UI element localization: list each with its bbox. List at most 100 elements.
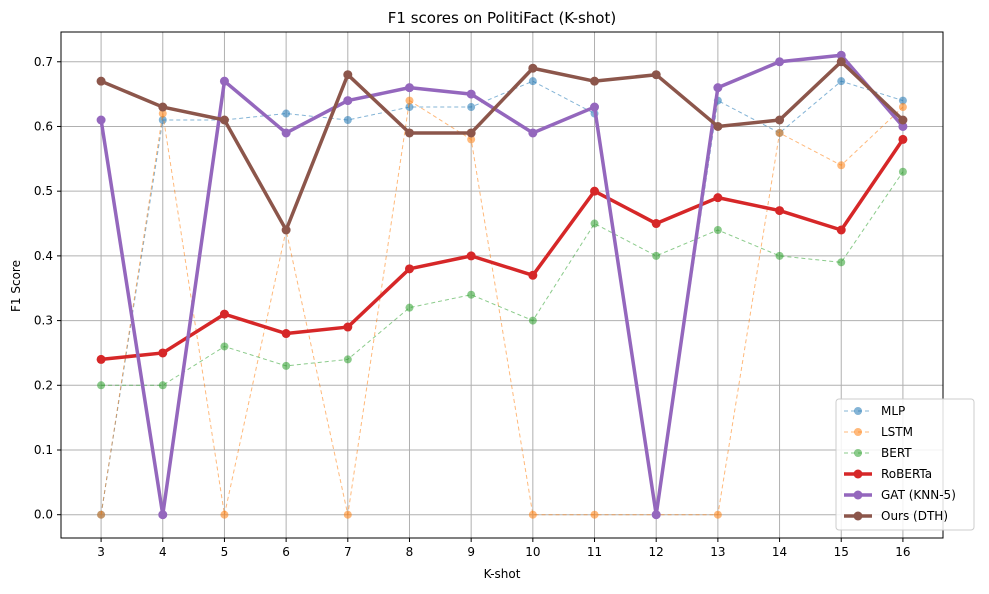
data-point — [281, 225, 291, 235]
y-tick-label: 0.2 — [34, 378, 53, 392]
data-point — [97, 510, 106, 519]
data-point — [651, 219, 661, 229]
data-point — [97, 381, 106, 390]
grid — [61, 32, 943, 538]
legend-marker — [854, 428, 862, 436]
data-point — [837, 258, 846, 267]
data-point — [281, 329, 291, 339]
legend-marker — [853, 511, 863, 521]
data-point — [836, 50, 846, 60]
data-point — [158, 116, 167, 124]
x-axis-label: K-shot — [484, 567, 521, 581]
data-point — [528, 270, 538, 280]
x-axis-ticks: 3 4 5 6 7 8 9 10 11 12 13 14 15 16 — [97, 538, 911, 559]
x-tick-label: 15 — [834, 545, 849, 559]
data-point — [898, 167, 907, 176]
data-point — [158, 102, 168, 112]
data-point — [528, 63, 538, 73]
data-point — [652, 251, 661, 260]
data-point — [651, 510, 661, 520]
x-tick-label: 16 — [895, 545, 910, 559]
data-point — [404, 83, 414, 93]
x-tick-label: 4 — [159, 545, 167, 559]
data-point — [467, 103, 476, 112]
data-point — [404, 264, 414, 274]
data-point — [651, 70, 661, 80]
legend-marker — [853, 490, 863, 500]
series-0 — [97, 77, 907, 519]
data-point — [898, 134, 908, 144]
data-point — [343, 96, 353, 106]
data-point — [219, 76, 229, 86]
x-tick-label: 14 — [772, 545, 787, 559]
data-point — [898, 103, 907, 112]
data-point — [405, 96, 414, 105]
data-point — [219, 309, 229, 319]
data-point — [158, 381, 167, 390]
data-point — [466, 128, 476, 138]
data-point — [282, 109, 291, 118]
data-point — [775, 57, 785, 67]
series-line — [99, 53, 905, 517]
data-point — [467, 135, 476, 144]
data-point — [467, 290, 476, 299]
series-4 — [96, 50, 908, 520]
data-point — [343, 70, 353, 80]
plot-frame — [60, 31, 944, 539]
data-point — [528, 77, 537, 86]
data-point — [898, 96, 907, 105]
legend-label: GAT (KNN-5) — [881, 488, 956, 502]
legend-label: LSTM — [881, 425, 913, 439]
data-point — [466, 89, 476, 99]
data-point — [158, 109, 167, 118]
data-point — [281, 128, 291, 138]
data-point — [528, 316, 537, 325]
y-tick-label: 0.6 — [34, 119, 53, 133]
legend: MLP LSTM BERT RoBERTa GAT (KNN-5) Ours (DTH) — [835, 398, 975, 531]
legend-label: RoBERTa — [881, 467, 932, 481]
y-tick-label: 0.7 — [34, 55, 53, 69]
data-point — [405, 303, 414, 312]
x-tick-label: 3 — [97, 545, 105, 559]
data-point — [343, 116, 352, 124]
y-tick-label: 0.0 — [34, 508, 53, 522]
data-point — [775, 251, 784, 260]
x-tick-label: 7 — [344, 545, 352, 559]
data-point — [528, 128, 538, 138]
data-point — [96, 115, 106, 125]
legend-label: BERT — [881, 446, 912, 460]
data-point — [405, 103, 414, 112]
data-point — [466, 251, 476, 261]
data-point — [590, 102, 600, 112]
data-point — [219, 115, 229, 125]
data-point — [775, 128, 784, 137]
data-point — [898, 115, 908, 125]
y-axis-label: F1 Score — [9, 260, 23, 312]
data-point — [837, 161, 846, 170]
y-tick-label: 0.3 — [34, 314, 53, 328]
series-1 — [97, 96, 907, 519]
data-point — [713, 510, 722, 519]
x-tick-label: 10 — [525, 545, 540, 559]
x-tick-label: 12 — [649, 545, 664, 559]
data-point — [775, 115, 785, 125]
data-point — [96, 354, 106, 364]
y-tick-label: 0.4 — [34, 249, 53, 263]
x-tick-label: 9 — [467, 545, 475, 559]
data-point — [713, 121, 723, 131]
data-point — [343, 355, 352, 364]
y-tick-label: 0.5 — [34, 184, 53, 198]
data-point — [158, 348, 168, 358]
data-point — [528, 510, 537, 519]
series-line — [100, 60, 905, 232]
data-point — [158, 510, 168, 520]
data-point — [836, 225, 846, 235]
series-3 — [96, 134, 908, 364]
data-point — [590, 76, 600, 86]
data-point — [713, 193, 723, 203]
legend-marker — [854, 407, 862, 415]
series-line — [100, 80, 904, 516]
legend-box — [835, 398, 975, 531]
